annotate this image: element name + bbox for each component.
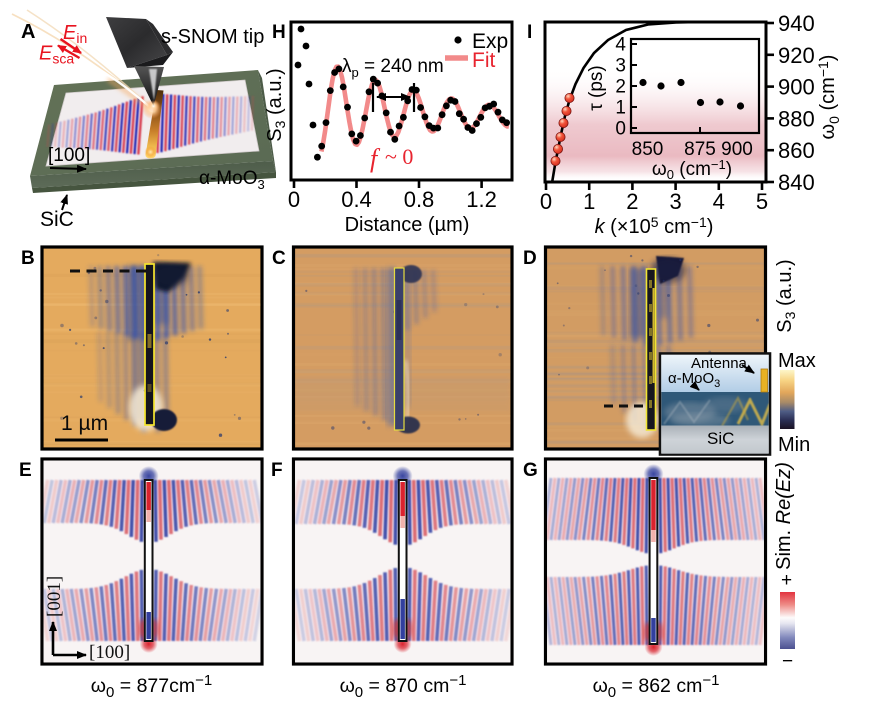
svg-text:0: 0 xyxy=(540,189,552,214)
svg-text:Min: Min xyxy=(778,434,810,456)
svg-text:α-MoO3: α-MoO3 xyxy=(199,168,265,192)
svg-text:F: F xyxy=(271,460,283,481)
svg-text:C: C xyxy=(272,248,286,269)
svg-text:S3 (a.u.): S3 (a.u.) xyxy=(264,68,288,141)
svg-text:−: − xyxy=(782,651,793,672)
svg-text:Antenna: Antenna xyxy=(691,355,748,372)
svg-text:ω0 = 877cm−1: ω0 = 877cm−1 xyxy=(91,672,212,701)
svg-text:Max: Max xyxy=(778,350,816,372)
svg-text:1: 1 xyxy=(615,98,626,119)
svg-text:Fit: Fit xyxy=(472,49,495,72)
svg-text:1 µm: 1 µm xyxy=(61,412,108,435)
svg-text:840: 840 xyxy=(778,170,815,195)
svg-text:940: 940 xyxy=(778,11,815,36)
svg-text:S3 (a.u.): S3 (a.u.) xyxy=(774,259,798,332)
svg-text:[001]: [001] xyxy=(44,576,65,617)
svg-text:Sim. Re(Ez): Sim. Re(Ez) xyxy=(773,462,795,570)
svg-text:4: 4 xyxy=(713,189,725,214)
svg-text:+: + xyxy=(781,570,792,591)
svg-text:ω0 = 862 cm−1: ω0 = 862 cm−1 xyxy=(593,672,720,701)
svg-text:D: D xyxy=(523,248,537,269)
svg-text:A: A xyxy=(21,21,35,43)
svg-text:850: 850 xyxy=(632,139,664,160)
svg-text:880: 880 xyxy=(778,106,815,131)
svg-text:2: 2 xyxy=(626,189,638,214)
svg-text:SiC: SiC xyxy=(40,208,74,231)
svg-text:[100]: [100] xyxy=(48,145,90,166)
svg-text:s-SNOM tip: s-SNOM tip xyxy=(161,26,264,48)
svg-text:SiC: SiC xyxy=(707,429,734,448)
svg-text:τ (ps): τ (ps) xyxy=(586,65,607,111)
svg-text:ω0 (cm−1): ω0 (cm−1) xyxy=(815,55,842,140)
svg-text:λp = 240 nm: λp = 240 nm xyxy=(342,56,444,80)
svg-text:4: 4 xyxy=(615,35,626,56)
svg-text:0.4: 0.4 xyxy=(341,187,372,212)
svg-text:1.2: 1.2 xyxy=(466,187,497,212)
svg-text:[100]: [100] xyxy=(89,642,130,663)
svg-text:0: 0 xyxy=(288,187,300,212)
svg-text:2: 2 xyxy=(615,77,626,98)
svg-text:5: 5 xyxy=(756,189,768,214)
svg-text:E: E xyxy=(19,460,32,481)
svg-text:920: 920 xyxy=(778,43,815,68)
svg-text:Exp: Exp xyxy=(472,30,508,53)
svg-text:~ 0: ~ 0 xyxy=(385,144,413,169)
svg-text:α-MoO3: α-MoO3 xyxy=(668,370,720,390)
svg-text:1: 1 xyxy=(583,189,595,214)
svg-text:B: B xyxy=(21,248,35,269)
svg-text:k (×105 cm−1): k (×105 cm−1) xyxy=(595,214,714,238)
svg-text:ω0 = 870 cm−1: ω0 = 870 cm−1 xyxy=(340,672,467,701)
svg-text:3: 3 xyxy=(615,56,626,77)
svg-text:0.8: 0.8 xyxy=(404,187,435,212)
svg-text:860: 860 xyxy=(778,138,815,163)
svg-text:H: H xyxy=(272,22,286,43)
svg-text:I: I xyxy=(527,22,532,43)
svg-text:G: G xyxy=(523,460,538,481)
svg-text:Ein: Ein xyxy=(63,22,87,46)
svg-text:0: 0 xyxy=(615,119,626,140)
svg-text:875: 875 xyxy=(684,139,716,160)
svg-text:900: 900 xyxy=(721,139,753,160)
svg-text:f: f xyxy=(370,144,381,173)
svg-text:3: 3 xyxy=(669,189,681,214)
svg-text:900: 900 xyxy=(778,75,815,100)
svg-text:Distance (µm): Distance (µm) xyxy=(345,214,470,236)
